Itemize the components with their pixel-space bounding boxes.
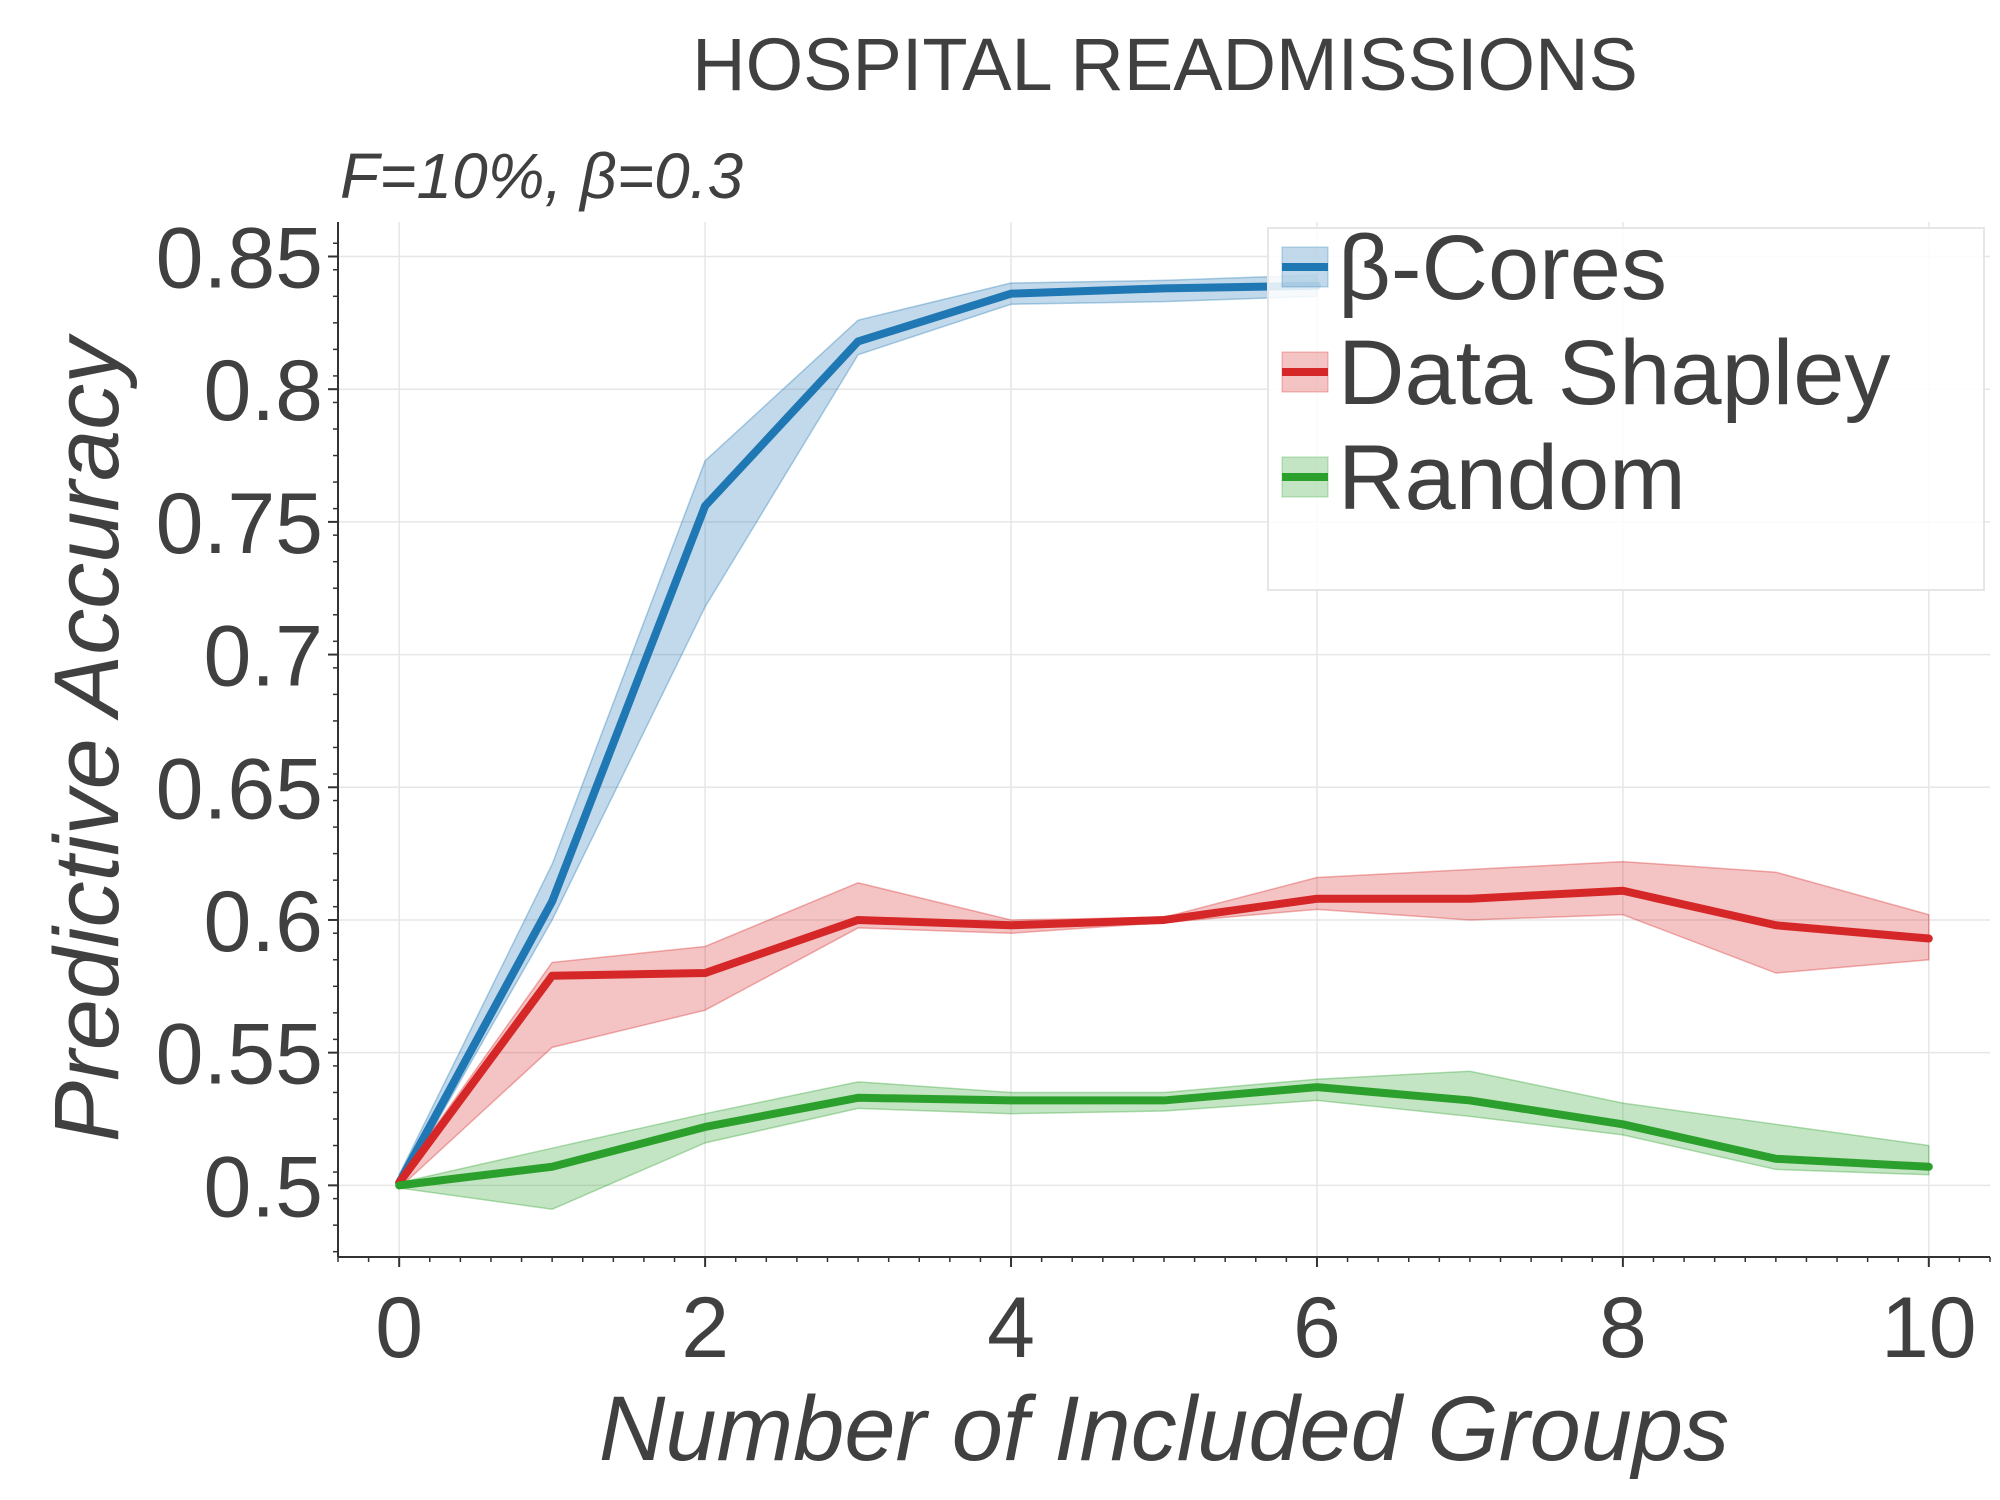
y-tick-label: 0.6	[203, 874, 323, 970]
y-tick-label: 0.55	[156, 1007, 323, 1103]
x-tick-labels: 0 2 4 6 8 10	[375, 1280, 1976, 1376]
x-tick-label: 0	[375, 1280, 423, 1376]
chart-subtitle: F=10%, β=0.3	[340, 140, 743, 212]
y-tick-label: 0.85	[156, 211, 323, 307]
legend-entry: β-Cores	[1281, 217, 1667, 319]
confidence-band	[398, 1070, 1930, 1211]
x-tick-label: 6	[1293, 1280, 1341, 1376]
y-tick-label: 0.8	[203, 343, 323, 439]
legend-entry: Random	[1281, 427, 1686, 529]
x-tick-label: 8	[1599, 1280, 1647, 1376]
series-lines	[395, 281, 1933, 1190]
axis-ticks	[328, 242, 1991, 1267]
series-line	[395, 1083, 1933, 1190]
x-tick-label: 2	[681, 1280, 729, 1376]
x-axis-label: Number of Included Groups	[599, 1378, 1729, 1480]
chart-title: HOSPITAL READMISSIONS	[692, 23, 1638, 106]
legend-frame	[1267, 227, 1985, 591]
x-tick-label: 10	[1881, 1280, 1977, 1376]
legend-label: Data Shapley	[1338, 322, 1890, 424]
y-tick-label: 0.5	[203, 1139, 323, 1235]
legend-label: Random	[1338, 427, 1686, 529]
y-tick-label: 0.65	[156, 741, 323, 837]
series-line	[395, 281, 1321, 1187]
y-tick-label: 0.7	[203, 609, 323, 705]
y-tick-labels: 0.5 0.55 0.6 0.65 0.7 0.75 0.8 0.85	[156, 211, 323, 1236]
series-line	[395, 886, 1933, 1187]
legend-entry: Data Shapley	[1281, 322, 1890, 424]
x-tick-label: 4	[987, 1280, 1035, 1376]
y-axis-label: Predictive Accuracy	[36, 333, 138, 1142]
y-tick-label: 0.75	[156, 476, 323, 572]
legend-label: β-Cores	[1338, 217, 1667, 319]
